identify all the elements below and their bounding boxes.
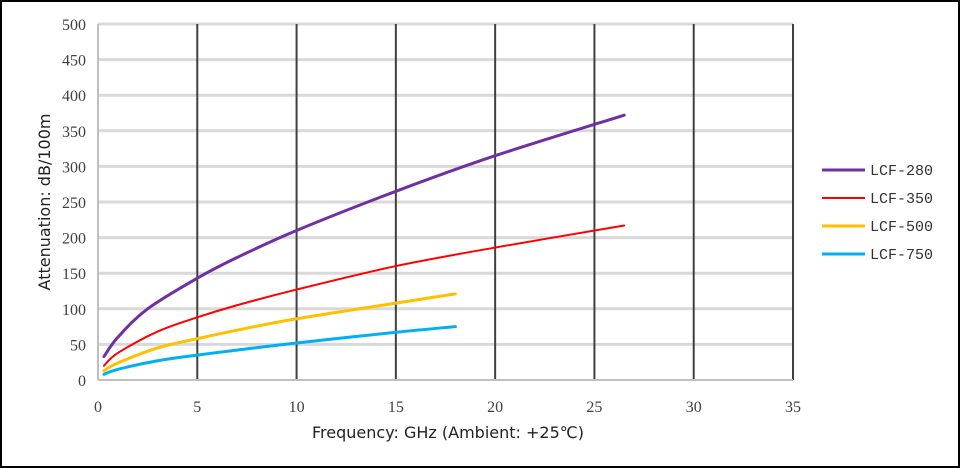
- x-tick-label: 25: [586, 399, 602, 416]
- y-tick-label: 400: [62, 88, 86, 105]
- y-tick-label: 150: [62, 266, 86, 283]
- y-tick-label: 500: [62, 17, 86, 34]
- y-tick-label: 250: [62, 195, 86, 212]
- x-tick-label: 5: [193, 399, 201, 416]
- y-tick-label: 100: [62, 302, 86, 319]
- y-axis-label: Attenuation: dB/100m: [35, 114, 54, 291]
- x-axis-label: Frequency: GHz (Ambient: +25℃): [312, 423, 584, 442]
- series-line-lcf-500: [102, 292, 457, 373]
- series-line-lcf-750: [102, 325, 457, 376]
- y-tick-label: 450: [62, 53, 86, 70]
- y-tick-label: 0: [78, 373, 86, 390]
- legend-label: LCF-500: [870, 219, 933, 236]
- y-tick-label: 200: [62, 231, 86, 248]
- x-tick-label: 15: [388, 399, 404, 416]
- legend-label: LCF-350: [870, 191, 933, 208]
- y-tick-label: 300: [62, 159, 86, 176]
- x-tick-label: 0: [94, 399, 102, 416]
- x-tick-label: 10: [289, 399, 305, 416]
- x-tick-label: 35: [785, 399, 801, 416]
- x-tick-label: 30: [686, 399, 702, 416]
- y-tick-label: 350: [62, 124, 86, 141]
- x-tick-label: 20: [487, 399, 503, 416]
- legend-label: LCF-280: [870, 163, 933, 180]
- legend-label: LCF-750: [870, 247, 933, 264]
- y-tick-label: 50: [70, 337, 86, 354]
- series-line-lcf-280: [102, 113, 626, 359]
- series-line-lcf-350: [102, 224, 626, 367]
